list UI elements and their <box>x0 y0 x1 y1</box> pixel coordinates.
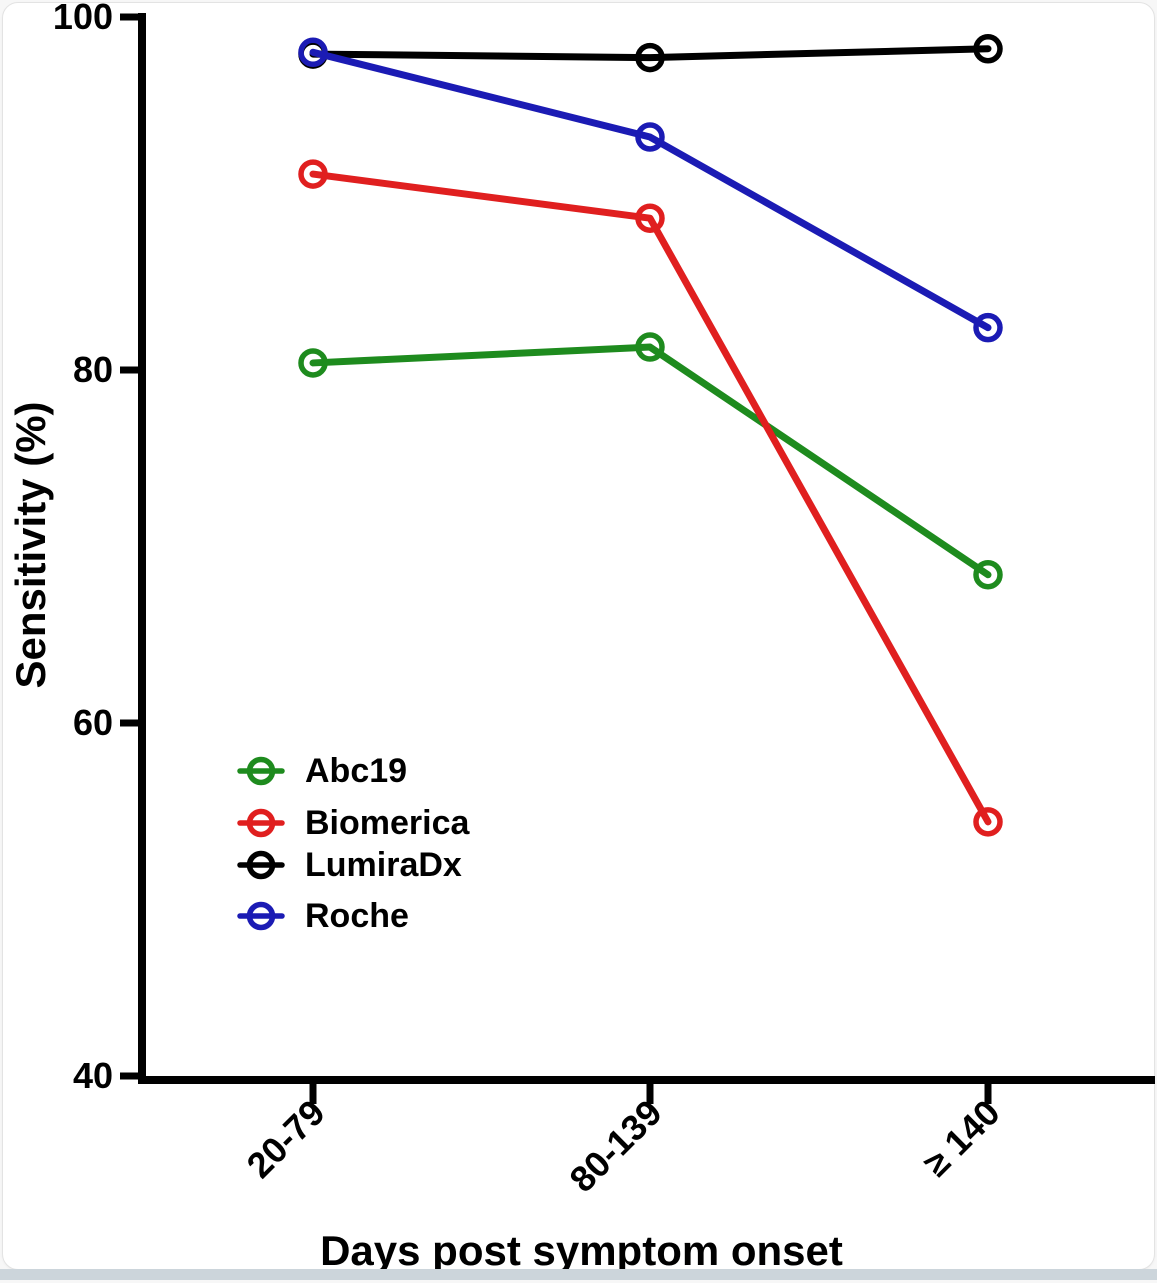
series-line-abc19 <box>309 343 992 579</box>
y-tick-label: 100 <box>53 3 113 37</box>
series-line-lumiradx <box>309 45 992 62</box>
data-point-roche-0 <box>298 37 328 68</box>
data-point-biomerica-2 <box>973 807 1003 837</box>
legend-label: Biomerica <box>305 804 470 842</box>
data-point-roche-2 <box>973 312 1003 343</box>
legend-label: Roche <box>305 897 409 935</box>
data-point-roche-1 <box>635 122 665 152</box>
window-bottom-edge <box>0 1269 1157 1280</box>
y-tick-label: 80 <box>73 349 113 390</box>
legend-marker-abc19-icon <box>237 756 285 786</box>
y-axis-title: Sensitivity (%) <box>7 401 54 689</box>
x-axis-title: Days post symptom onset <box>320 1227 843 1274</box>
x-tick-label: 80-139 <box>561 1092 669 1200</box>
sensitivity-line-chart: 40 60 80 100 20-79 80-139 ≥ 140 <box>53 3 1155 1200</box>
legend-label: LumiraDx <box>305 846 462 884</box>
legend-item-roche: Roche <box>237 898 409 934</box>
data-point-lumiradx-2 <box>973 34 1003 64</box>
legend-marker-roche-icon <box>237 901 285 931</box>
legend-marker-lumiradx-icon <box>237 850 285 880</box>
data-point-biomerica-0 <box>298 159 328 189</box>
x-tick-label: 20-79 <box>239 1092 333 1186</box>
data-point-abc19-2 <box>973 559 1003 590</box>
series-line-roche <box>309 48 992 332</box>
legend-item-biomerica: Biomerica <box>237 805 469 841</box>
data-point-lumiradx-1 <box>635 42 665 73</box>
y-tick-label: 40 <box>73 1055 113 1096</box>
data-point-biomerica-1 <box>635 203 665 233</box>
series-line-biomerica <box>309 170 992 826</box>
data-point-abc19-0 <box>298 348 328 378</box>
data-point-abc19-1 <box>635 332 665 362</box>
x-tick-label: ≥ 140 <box>915 1092 1008 1185</box>
legend-label: Abc19 <box>305 752 408 790</box>
legend-marker-biomerica-icon <box>237 808 285 838</box>
legend-item-abc19: Abc19 <box>237 753 407 789</box>
legend-item-lumiradx: LumiraDx <box>237 847 462 883</box>
y-tick-label: 60 <box>73 702 113 743</box>
